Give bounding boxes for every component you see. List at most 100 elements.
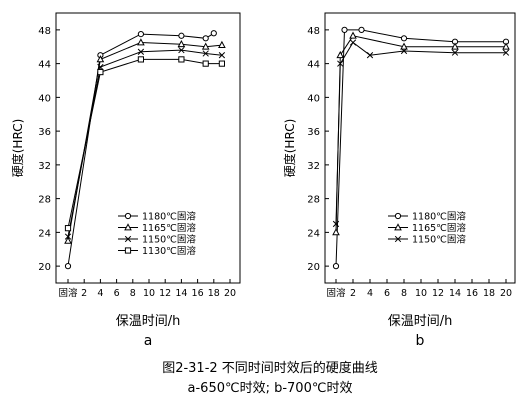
x-tick-label: 16 [192,288,204,299]
legend-entry: 1130℃固溶 [118,245,196,257]
data-point [451,42,459,50]
series-line [67,58,222,229]
data-point [178,46,185,54]
data-point [366,52,374,59]
legend-marker [124,247,132,254]
legend-marker [394,235,402,243]
legend-entry: 1150℃固溶 [118,234,196,246]
data-point [502,49,510,56]
data-point [332,220,340,228]
data-point [137,30,144,38]
y-axis-label: 硬度(HRC) [10,119,25,178]
y-tick-label: 20 [38,262,51,273]
y-tick-label: 24 [38,228,51,239]
x-tick-label: 12 [432,288,444,299]
data-point [137,56,145,63]
data-point [502,42,510,50]
data-point [64,263,72,270]
series-line [335,35,506,233]
data-point [336,50,345,59]
data-point [96,55,105,63]
data-point [332,263,340,270]
series-line [67,41,222,241]
y-axis-label: 硬度(HRC) [282,119,297,178]
data-point [137,38,145,46]
data-point [349,31,357,39]
data-point [178,32,185,39]
legend-marker [124,212,132,220]
data-point [218,40,226,48]
data-point [349,39,357,46]
y-tick-label: 32 [307,161,320,172]
data-point [137,48,145,55]
series-triangle [332,31,510,236]
legend-label: 1150℃固溶 [142,234,196,246]
y-tick-label: 36 [38,127,51,138]
data-point [202,35,209,42]
x-tick-label: 6 [114,288,120,299]
legend-label: 1180℃固溶 [142,211,196,223]
data-point [337,60,344,67]
x-tick-label: 6 [384,288,390,299]
y-tick-label: 20 [307,262,320,273]
y-tick-label: 32 [38,161,51,172]
x-tick-label: 18 [208,288,220,299]
legend-marker [394,223,402,231]
series-cross [332,39,510,228]
series-cross [64,46,226,240]
data-point [97,63,104,71]
legend-label: 1150℃固溶 [412,234,466,246]
legend-label: 1180℃固溶 [412,211,466,223]
plot-frame [324,12,516,284]
legend-entry: 1165℃固溶 [118,222,196,234]
legend-entry: 1150℃固溶 [388,234,466,246]
y-tick-label: 36 [307,127,320,138]
series-line [335,41,506,224]
legend-marker [124,223,132,231]
x-tick-label: 8 [401,288,407,299]
data-point [332,228,340,236]
data-point [218,52,226,59]
data-point [202,50,209,57]
legend-entry: 1165℃固溶 [388,222,466,234]
data-point [202,60,209,67]
x-tick-label: 10 [415,288,427,299]
data-point [64,225,72,232]
data-point [451,49,459,56]
series-square [64,56,226,232]
x-tick-label: 14 [175,288,187,299]
x-tick-label: 2 [81,288,87,299]
y-tick-label: 28 [38,195,51,206]
y-tick-label: 48 [38,26,51,37]
x-tick-label: 18 [483,288,495,299]
x-tick-label: 16 [466,288,478,299]
x-axis-label: 保温时间/h [116,314,181,329]
legend-label: 1165℃固溶 [142,222,196,234]
y-tick-label: 44 [307,60,320,71]
data-point [358,26,365,33]
legend-entry: 1180℃固溶 [388,211,466,223]
data-point [400,47,408,55]
figure-caption: 图2-31-2 不同时间时效后的硬度曲线 [162,360,378,376]
data-point [177,39,186,48]
x-tick-label: 8 [130,288,136,299]
series-line [335,29,506,267]
x-tick-label: 2 [350,288,356,299]
y-tick-label: 24 [307,228,320,239]
data-point [400,35,408,42]
data-point [97,68,104,76]
y-tick-label: 40 [307,93,320,104]
plot-frame [55,12,241,284]
y-tick-label: 28 [307,195,320,206]
data-point [178,56,185,63]
x-tick-label: 固溶 [326,287,346,299]
x-tick-label: 10 [143,288,155,299]
series-line [67,49,222,237]
x-tick-label: 4 [367,288,373,299]
legend-entry: 1180℃固溶 [118,211,196,223]
legend-marker [394,212,402,220]
x-tick-label: 4 [97,288,103,299]
data-point [201,42,210,50]
